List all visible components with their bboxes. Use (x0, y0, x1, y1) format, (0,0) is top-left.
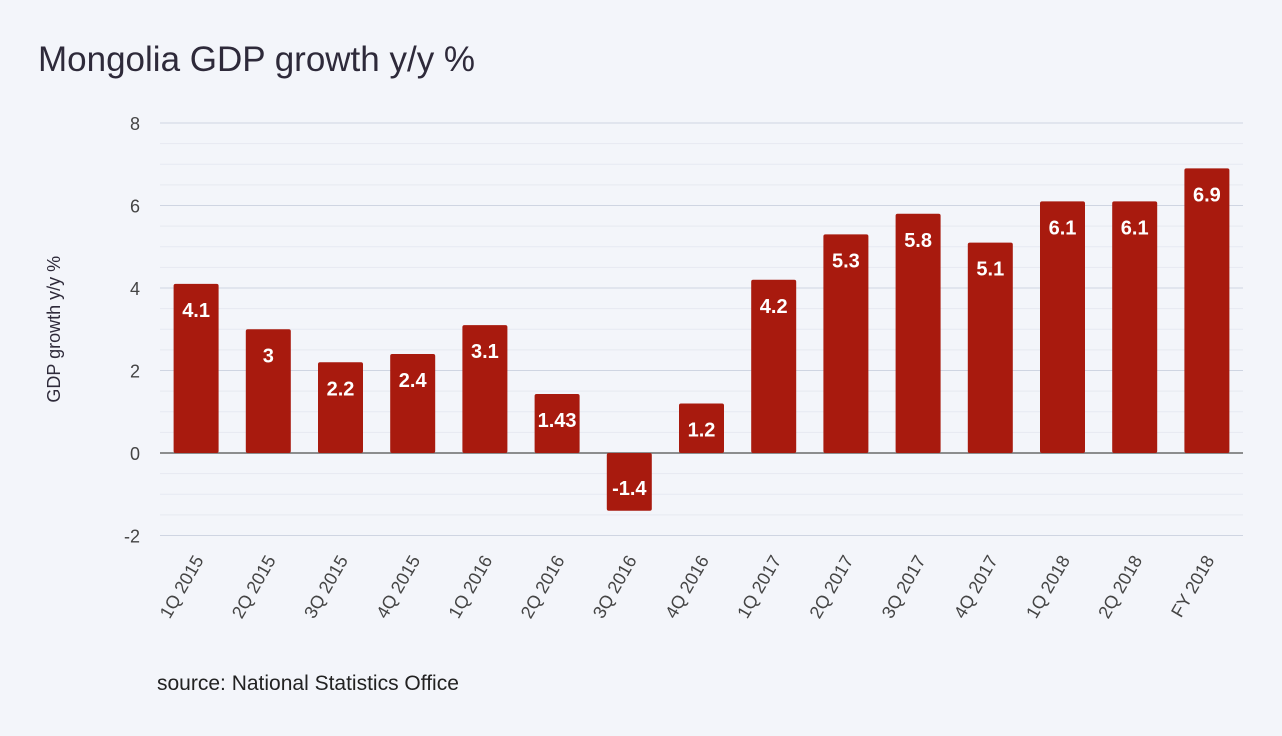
y-tick-label: 4 (130, 279, 140, 299)
bar (462, 325, 508, 453)
data-label: 2.4 (399, 370, 428, 392)
data-label: 4.2 (760, 296, 788, 318)
bar (245, 329, 291, 453)
chart-title: Mongolia GDP growth y/y % (38, 40, 476, 79)
x-tick-label: FY 2018 (1167, 552, 1218, 621)
bar (895, 213, 941, 453)
x-tick-label: 2Q 2016 (517, 552, 569, 622)
bar (318, 362, 363, 453)
bar (679, 403, 724, 453)
y-tick-label: 8 (130, 114, 140, 134)
y-axis-label: GDP growth y/y % (44, 256, 64, 403)
data-label: 6.1 (1049, 217, 1077, 239)
data-label: -1.4 (612, 478, 647, 500)
data-label: 3.1 (471, 341, 499, 363)
data-label: 5.1 (976, 259, 1004, 281)
x-tick-label: 2Q 2017 (806, 552, 858, 622)
bar (173, 283, 219, 453)
data-label: 6.9 (1193, 184, 1221, 206)
data-label: 1.2 (688, 420, 716, 442)
data-label: 5.3 (832, 250, 860, 272)
x-tick-label: 2Q 2015 (228, 552, 280, 622)
data-label: 4.1 (182, 300, 210, 322)
data-label: 1.43 (538, 410, 577, 432)
x-tick-label: 4Q 2015 (372, 552, 424, 622)
x-tick-label: 1Q 2015 (156, 552, 208, 622)
data-label: 5.8 (904, 230, 932, 252)
x-tick-label: 3Q 2017 (878, 552, 930, 622)
y-tick-label: -2 (124, 527, 140, 547)
bar (751, 279, 797, 453)
x-tick-label: 1Q 2018 (1022, 552, 1074, 622)
data-label: 6.1 (1121, 217, 1149, 239)
data-label: 3 (263, 345, 274, 367)
y-tick-label: 6 (130, 197, 140, 217)
bar (967, 242, 1013, 453)
x-tick-label: 1Q 2017 (733, 552, 785, 622)
x-tick-label: 3Q 2016 (589, 552, 641, 622)
y-tick-label: 0 (130, 444, 140, 464)
bar (1184, 168, 1230, 453)
x-tick-label: 1Q 2016 (445, 552, 497, 622)
source-note: source: National Statistics Office (157, 672, 459, 695)
y-tick-label: 2 (130, 362, 140, 382)
bar (823, 234, 869, 453)
bar (606, 453, 652, 511)
x-tick-label: 4Q 2016 (661, 552, 713, 622)
x-tick-label: 3Q 2015 (300, 552, 352, 622)
bar (534, 394, 580, 453)
x-tick-label: 2Q 2018 (1094, 552, 1146, 622)
x-tick-label: 4Q 2017 (950, 552, 1002, 622)
bar (1040, 201, 1085, 453)
bar (1112, 201, 1158, 453)
bar (390, 354, 436, 453)
data-label: 2.2 (327, 378, 355, 400)
